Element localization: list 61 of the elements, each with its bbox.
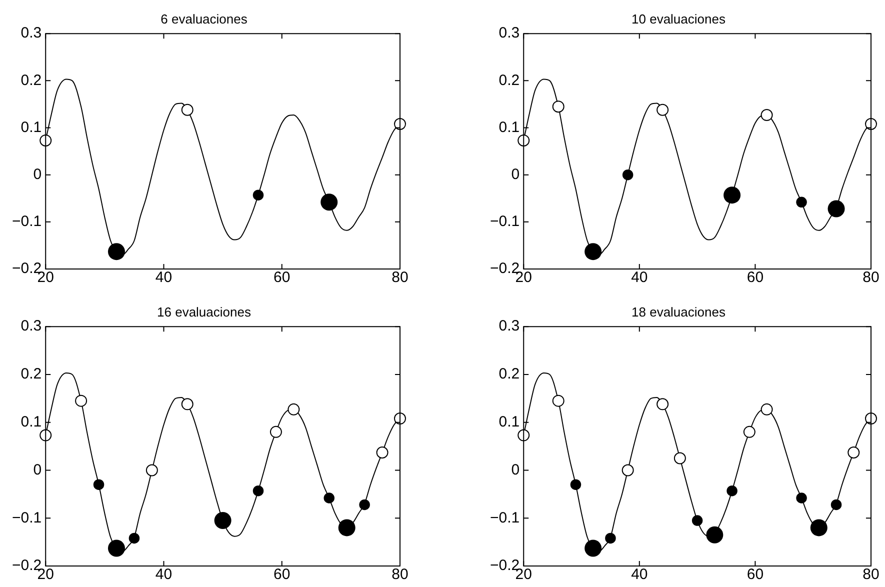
y-tick-label: 0.3 [20, 24, 42, 42]
x-tick-label: 80 [392, 566, 408, 584]
y-tick-label: 0 [33, 166, 42, 183]
point [181, 398, 194, 410]
point [40, 134, 52, 146]
point [552, 100, 564, 113]
chart-title: 18 evaluaciones [632, 304, 726, 320]
point [270, 426, 282, 438]
y-tick-label: 0.1 [20, 414, 42, 430]
y-tick-label: 0.3 [498, 24, 520, 42]
x-tick-label: 40 [155, 566, 172, 584]
y-tick-label: 0.2 [20, 72, 42, 89]
y-tick-label: 0.1 [20, 118, 42, 136]
x-tick-label: 40 [631, 566, 648, 584]
y-tick-label: 0.3 [498, 318, 520, 335]
chart-title: 16 evaluaciones [157, 304, 252, 320]
x-tick-label: 20 [515, 269, 532, 286]
point [622, 464, 634, 476]
point [376, 446, 388, 459]
point [656, 104, 669, 116]
point [743, 426, 756, 438]
x-tick-label: 80 [862, 269, 880, 286]
point [760, 403, 773, 416]
point [75, 394, 88, 407]
y-tick-label: 0 [33, 461, 42, 478]
y-tick-label: −0.1 [12, 509, 42, 526]
x-tick-label: 40 [155, 269, 172, 286]
x-tick-label: 20 [37, 269, 54, 286]
point [552, 394, 564, 407]
y-tick-label: 0.2 [498, 72, 520, 89]
point [674, 452, 686, 464]
y-tick-label: 0.2 [498, 366, 520, 383]
point [656, 398, 669, 410]
y-tick-label: 0 [511, 166, 520, 183]
point [181, 104, 194, 116]
y-tick-label: 0.1 [498, 414, 520, 430]
point [40, 429, 52, 442]
y-tick-label: −0.1 [490, 213, 520, 230]
y-tick-label: 0.2 [20, 366, 42, 383]
x-tick-label: 60 [746, 566, 764, 584]
x-tick-label: 60 [746, 269, 764, 286]
point [288, 403, 300, 416]
point [518, 134, 530, 146]
x-tick-label: 40 [631, 269, 648, 286]
y-tick-label: 0.3 [20, 318, 42, 335]
x-tick-label: 20 [37, 566, 54, 584]
x-tick-label: 60 [274, 269, 290, 286]
x-tick-label: 20 [515, 566, 532, 584]
point [760, 109, 773, 122]
chart-title: 6 evaluaciones [160, 11, 248, 26]
y-tick-label: 0.1 [498, 118, 520, 136]
x-tick-label: 80 [392, 269, 408, 286]
point [518, 429, 530, 442]
x-tick-label: 60 [274, 566, 290, 584]
y-tick-label: 0 [511, 461, 520, 478]
y-tick-label: −0.1 [490, 509, 520, 526]
point [146, 464, 158, 476]
y-tick-label: −0.1 [12, 213, 42, 230]
chart-title: 10 evaluaciones [632, 11, 726, 26]
point [848, 446, 860, 459]
x-tick-label: 80 [862, 566, 880, 584]
